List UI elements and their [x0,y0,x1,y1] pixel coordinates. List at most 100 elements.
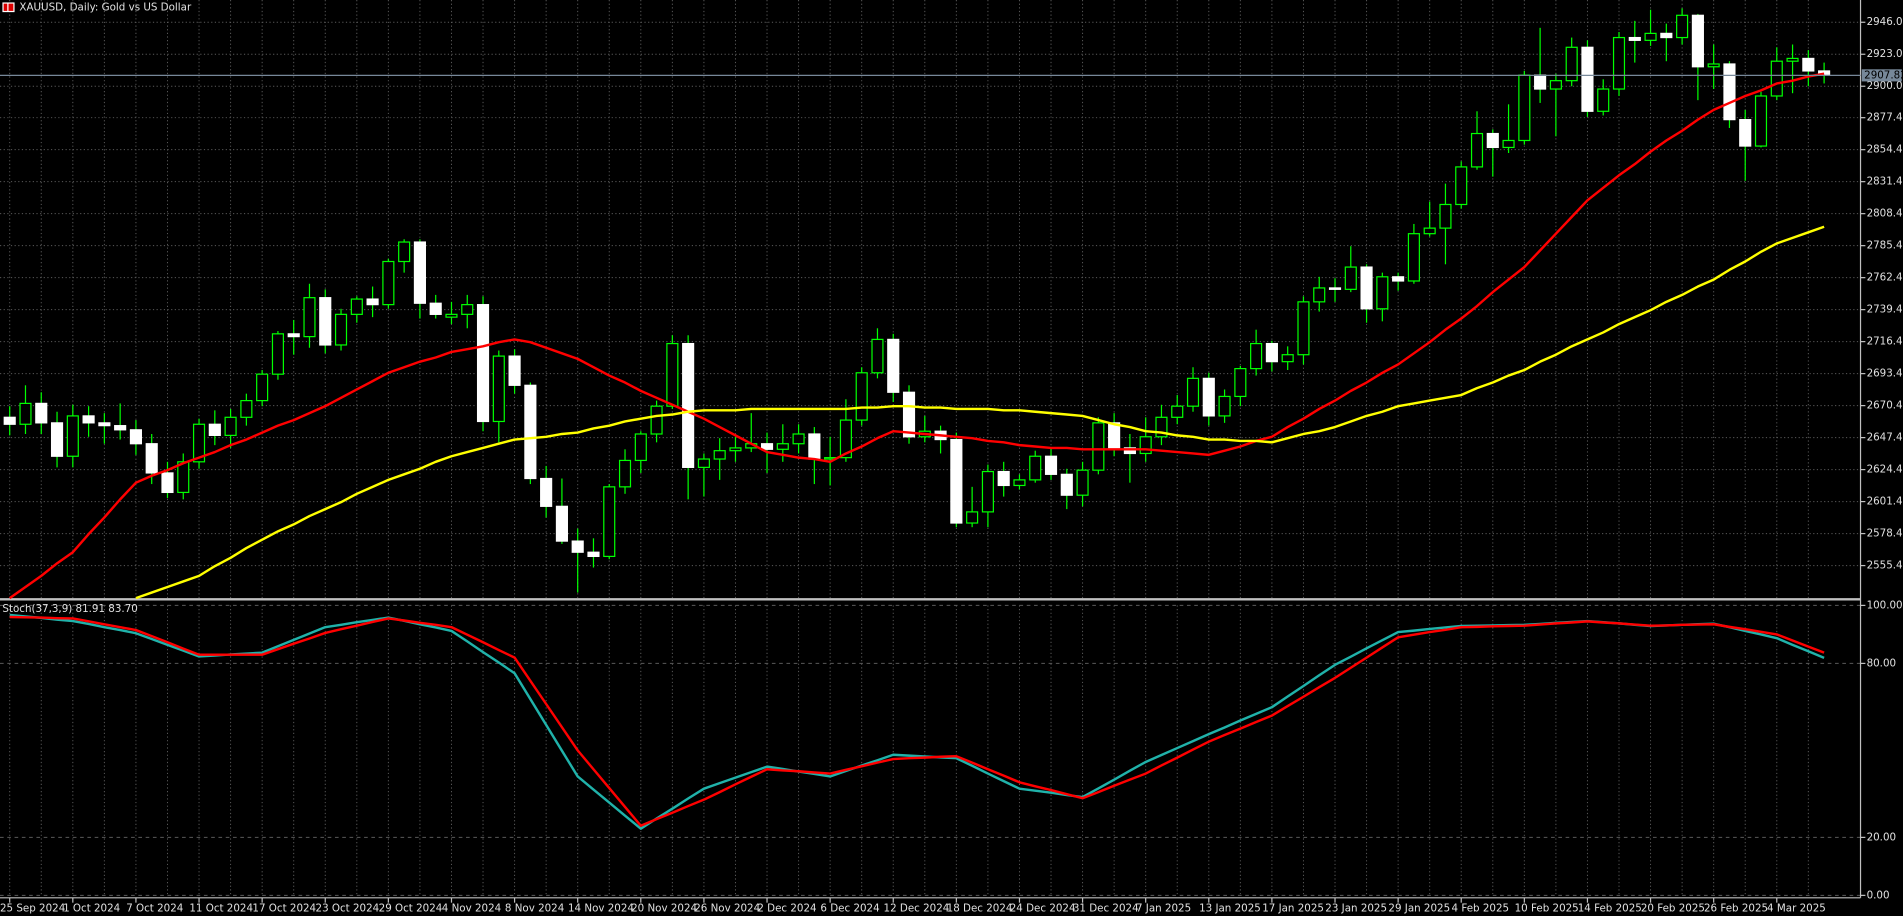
candle-body [1108,422,1121,449]
candle-body [461,304,474,315]
y-tick-label: 2693.40 [1867,368,1903,380]
x-tick-label: 29 Jan 2025 [1388,903,1450,915]
candle-body [650,405,663,435]
candle-body [1502,139,1515,149]
y-tick-label: 20.00 [1867,831,1896,843]
y-tick-label: 2716.40 [1867,336,1903,348]
current-price-box [1861,69,1902,82]
candle-body [603,486,616,558]
x-tick-label: 1 Oct 2024 [63,903,120,915]
y-tick-label: 2601.40 [1867,496,1903,508]
candle-body [1376,276,1389,310]
candle-body [1802,57,1815,72]
y-tick-label: 2739.40 [1867,304,1903,316]
x-tick-label: 14 Feb 2025 [1578,903,1642,915]
candle-body [524,384,537,480]
chart-title: XAUUSD, Daily: Gold vs US Dollar [19,1,192,13]
candle-body [1739,119,1752,147]
candle-body [1597,88,1610,112]
candle-body [98,422,111,427]
x-tick-label: 31 Dec 2024 [1073,903,1139,915]
candle-body [540,477,553,507]
candle-body [1344,266,1357,290]
candle-body [271,333,284,375]
x-tick-label: 11 Oct 2024 [189,903,253,915]
candle-body [66,415,79,457]
candle-body [776,443,789,450]
candle-body [855,372,868,421]
x-tick-label: 13 Jan 2025 [1199,903,1261,915]
candle-body [1139,436,1152,455]
candle-body [508,355,521,386]
x-tick-label: 24 Dec 2024 [1010,903,1076,915]
candle-body [1518,74,1531,142]
candle-body [82,415,95,424]
candle-body [1455,166,1468,206]
x-tick-label: 20 Feb 2025 [1641,903,1705,915]
candle-body [1092,422,1105,471]
indicator-line [9,72,1825,600]
candle-body [161,472,174,494]
y-tick-label: 80.00 [1867,657,1896,669]
candle-body [1707,63,1720,68]
y-tick-label: 100.00 [1867,599,1903,611]
y-tick-label: 2578.40 [1867,528,1903,540]
candle-body [997,470,1010,487]
candle-body [1723,63,1736,121]
candle-body [1534,74,1547,90]
y-tick-label: 0.00 [1867,889,1890,901]
symbol-icon [2,2,15,13]
candle-body [981,470,994,513]
candle-body [1486,132,1499,149]
y-tick-label: 2670.40 [1867,400,1903,412]
candle-body [1218,395,1231,417]
x-tick-label: 6 Dec 2024 [820,903,879,915]
x-tick-label: 23 Oct 2024 [316,903,380,915]
candle-body [666,342,679,407]
candle-body [1392,276,1405,282]
candle-body [1628,36,1641,41]
indicator-title: Stoch(37,3,9) 81.91 83.70 [2,603,137,615]
candle-body [1786,57,1799,62]
candle-body [808,433,821,460]
candle-body [114,425,127,431]
candle-body [240,400,253,418]
candle-body [382,260,395,306]
x-tick-label: 25 Sep 2024 [0,903,65,915]
candle-body [256,373,269,402]
candle-body [1155,416,1168,438]
candle-body [1644,32,1657,41]
candle-body [192,423,206,463]
y-tick-label: 2877.40 [1867,112,1903,124]
candle-body [1281,354,1294,363]
candle-body [3,416,16,425]
candle-body [1581,46,1594,112]
candle-body [1013,479,1026,487]
candle-body [1676,14,1689,39]
candle-body [319,297,332,346]
candle-body [350,298,363,315]
candle-body [177,461,190,494]
y-tick-label: 2785.40 [1867,240,1903,252]
candle-body [429,302,442,315]
candle-body [1754,95,1768,147]
candle-body [1691,14,1704,68]
y-tick-label: 2831.40 [1867,176,1903,188]
candle-body [1250,342,1263,370]
candle-body [792,433,805,445]
candle-body [50,422,64,457]
candle-body [145,443,158,474]
candle-body [634,433,647,462]
candle-body [413,241,426,304]
current-price-label: 2907.82 [1864,69,1903,81]
y-tick-label: 2624.40 [1867,464,1903,476]
candle-body [729,447,742,452]
candle-body [1439,203,1452,229]
candle-body [1123,447,1136,455]
candle-body [35,402,48,424]
candle-body [1234,368,1247,398]
candle-body [445,313,458,318]
candle-body [1297,301,1310,356]
y-tick-label: 2900.00 [1867,80,1903,92]
